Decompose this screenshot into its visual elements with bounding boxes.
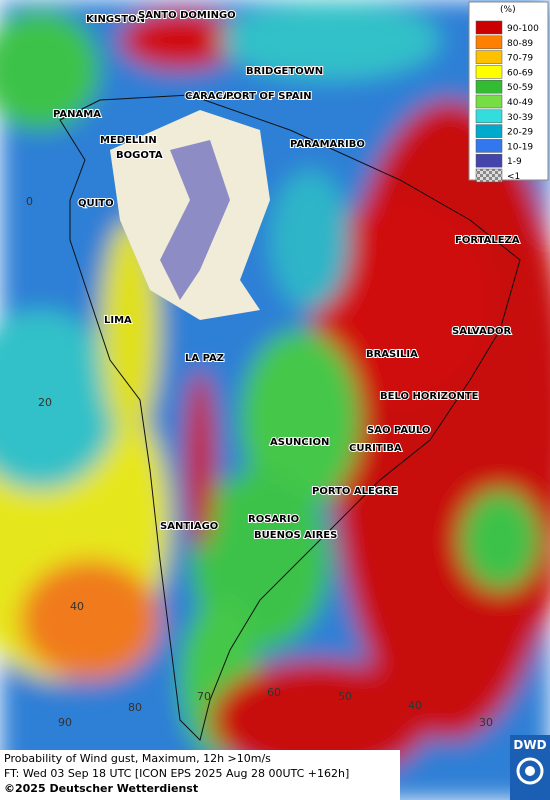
legend-swatch (475, 35, 503, 50)
legend-swatch (475, 153, 503, 168)
city-label: CURITIBA (349, 443, 402, 454)
city-label: KINGSTON (86, 14, 145, 25)
legend-label: 20-29 (507, 128, 533, 138)
city-label: ROSARIO (248, 514, 299, 525)
legend-label: <1 (507, 172, 520, 182)
city-label: BUENOS AIRES (254, 530, 337, 541)
low-probability-area (160, 140, 230, 300)
city-label: PANAMA (53, 109, 101, 120)
legend-label: 40-49 (507, 98, 533, 108)
legend-label: 50-59 (507, 83, 533, 93)
legend-swatch (475, 20, 503, 35)
coastline (59, 94, 521, 741)
legend-label: 30-39 (507, 113, 533, 123)
legend-label: 10-19 (507, 142, 533, 152)
latitude-label: 0 (26, 195, 33, 208)
city-label: PARAMARIBO (290, 139, 365, 150)
longitude-label: 40 (408, 699, 422, 712)
legend-swatch (475, 79, 503, 94)
legend-label: 80-89 (507, 39, 533, 49)
city-label: PORT OF SPAIN (226, 91, 312, 102)
logo-icon (516, 757, 544, 785)
city-label: SANTO DOMINGO (138, 10, 236, 21)
legend-label: 90-100 (507, 24, 539, 34)
legend-swatch (475, 109, 503, 124)
city-label: ASUNCION (270, 437, 329, 448)
longitude-label: 70 (197, 690, 211, 703)
city-label: SANTIAGO (160, 521, 218, 532)
caption: Probability of Wind gust, Maximum, 12h >… (0, 750, 400, 800)
copyright: ©2025 Deutscher Wetterdienst (4, 782, 199, 795)
city-label: LA PAZ (185, 353, 224, 364)
city-label: SALVADOR (452, 326, 512, 337)
city-label: CARACAS (185, 91, 238, 102)
caption-line: Probability of Wind gust, Maximum, 12h >… (4, 752, 271, 765)
legend-title: (%) (500, 5, 516, 15)
logo-text: DWD (513, 738, 547, 752)
legend-swatch (475, 65, 503, 79)
longitude-label: 90 (58, 716, 72, 729)
longitude-label: 50 (338, 690, 352, 703)
legend-swatch (475, 94, 503, 109)
city-label: MEDELLIN (100, 135, 157, 146)
city-label: SAO PAULO (367, 425, 430, 436)
legend: (%) 90-100 80-89 70-79 60-69 50-59 40-49 30-39… (468, 1, 549, 183)
city-label: LIMA (104, 315, 132, 326)
city-label: BRIDGETOWN (246, 66, 323, 77)
legend-swatch (475, 50, 503, 64)
city-label: QUITO (78, 198, 114, 209)
city-label: BRASILIA (366, 349, 418, 360)
legend-swatch (475, 124, 503, 138)
longitude-label: 30 (479, 716, 493, 729)
latitude-label: 40 (70, 600, 84, 613)
latitude-label: 20 (38, 396, 52, 409)
legend-swatch (475, 168, 503, 183)
city-label: BOGOTA (116, 150, 163, 161)
city-label: PORTO ALEGRE (312, 486, 398, 497)
longitude-label: 60 (267, 686, 281, 699)
legend-label: 60-69 (507, 68, 533, 78)
city-label: BELO HORIZONTE (380, 391, 479, 402)
legend-label: 1-9 (507, 157, 522, 167)
caption-line: FT: Wed 03 Sep 18 UTC [ICON EPS 2025 Aug… (4, 767, 350, 780)
city-label: FORTALEZA (455, 235, 520, 246)
legend-swatch (475, 139, 503, 153)
dwd-logo: DWD (510, 735, 550, 800)
longitude-label: 80 (128, 701, 142, 714)
legend-label: 70-79 (507, 54, 533, 64)
